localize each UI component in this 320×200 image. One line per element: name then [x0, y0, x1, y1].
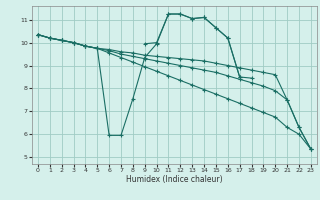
X-axis label: Humidex (Indice chaleur): Humidex (Indice chaleur)	[126, 175, 223, 184]
